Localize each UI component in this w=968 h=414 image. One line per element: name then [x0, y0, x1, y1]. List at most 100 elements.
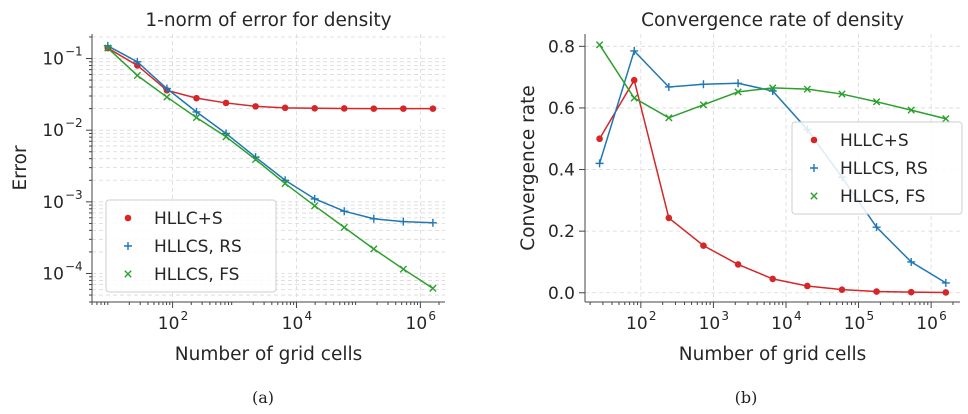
- y-tick-label: 10: [42, 50, 64, 70]
- x-tick-exponent: 2: [649, 309, 657, 323]
- legend-marker-hllc-s: [810, 136, 818, 144]
- data-point-hllcs-fs: [133, 71, 142, 80]
- legend: HLLC+S HLLCS, RS HLLCS, FS: [105, 199, 277, 293]
- data-point-hllcs-rs: [399, 217, 408, 226]
- data-point-hllcs-rs: [872, 223, 881, 232]
- legend-marker-hllcs-fs: [124, 270, 132, 278]
- y-tick-label: 0.0: [548, 284, 575, 304]
- data-point-hllcs-fs: [429, 284, 437, 293]
- x-tick-exponent: 3: [721, 309, 729, 323]
- data-point-hllcs-fs: [699, 101, 708, 109]
- x-tick-label: 10: [626, 314, 648, 334]
- data-point-hllc-s: [838, 286, 846, 293]
- legend-frame: [791, 121, 963, 215]
- data-point-hllc-s: [907, 288, 915, 296]
- data-point-hllc-s: [596, 135, 603, 143]
- data-point-hllcs-fs: [222, 133, 230, 141]
- chart-title: 1-norm of error for density: [145, 10, 391, 31]
- caption-a: (a): [252, 388, 274, 407]
- data-point-hllcs-fs: [665, 114, 673, 122]
- data-point-hllc-s: [281, 104, 289, 112]
- x-tick-label: 10: [282, 314, 304, 334]
- data-point-hllcs-fs: [907, 106, 915, 114]
- x-tick-exponent: 4: [794, 309, 802, 323]
- data-point-hllcs-fs: [281, 179, 289, 188]
- data-point-hllcs-rs: [192, 107, 201, 116]
- data-point-hllcs-fs: [595, 41, 604, 49]
- caption-b: (b): [735, 388, 758, 407]
- data-point-hllc-s: [252, 103, 259, 110]
- y-tick-exponent: −1: [65, 45, 83, 59]
- series-line-hllcs-fs: [107, 47, 434, 289]
- data-point-hllcs-rs: [369, 214, 378, 223]
- data-point-hllc-s: [700, 242, 707, 249]
- data-point-hllcs-fs: [734, 88, 742, 96]
- data-point-hllc-s: [734, 261, 742, 268]
- legend-label-hllcs-rs: HLLCS, RS: [840, 159, 928, 179]
- series-hllc-s: [596, 76, 950, 296]
- data-point-hllc-s: [400, 105, 407, 112]
- data-point-hllcs-rs: [162, 84, 171, 93]
- legend: HLLC+S HLLCS, RS HLLCS, FS: [791, 121, 963, 215]
- data-point-hllcs-fs: [630, 94, 638, 102]
- legend-label-hllcs-rs: HLLCS, RS: [154, 237, 242, 257]
- y-tick-exponent: −3: [65, 188, 83, 202]
- data-point-hllc-s: [429, 105, 437, 112]
- data-point-hllcs-rs: [428, 218, 437, 227]
- data-point-hllc-s: [942, 289, 950, 296]
- data-point-hllcs-fs: [803, 85, 812, 93]
- data-point-hllc-s: [665, 214, 673, 222]
- x-tick-exponent: 6: [939, 309, 947, 323]
- series-line-hllcs-rs: [107, 45, 433, 224]
- data-point-hllc-s: [193, 94, 200, 102]
- y-tick-label: 10: [42, 264, 64, 284]
- y-tick-label: 10: [42, 121, 64, 141]
- x-tick-label: 10: [844, 314, 866, 334]
- x-tick-label: 10: [406, 314, 428, 334]
- data-point-hllcs-fs: [942, 115, 950, 123]
- chart-error-norm: 10 2 10 4 10 610 −410 −310 −210 −11-norm of error…: [10, 10, 445, 365]
- series-hllcs-fs: [104, 44, 437, 293]
- y-axis-label: Convergence rate: [518, 85, 539, 250]
- data-point-hllcs-fs: [104, 44, 112, 52]
- y-tick-label: 10: [42, 193, 64, 213]
- x-tick-label: 10: [916, 314, 938, 334]
- data-point-hllcs-rs: [907, 257, 916, 266]
- series-hllc-s: [104, 44, 437, 112]
- data-point-hllcs-rs: [664, 82, 673, 91]
- data-point-hllc-s: [804, 282, 811, 290]
- data-point-hllc-s: [769, 275, 777, 283]
- data-point-hllcs-fs: [340, 223, 348, 232]
- y-tick-label: 0.4: [548, 161, 575, 181]
- data-point-hllcs-rs: [133, 57, 142, 66]
- data-point-hllcs-fs: [163, 93, 171, 101]
- y-tick-exponent: −4: [65, 259, 83, 273]
- data-point-hllcs-rs: [310, 194, 319, 203]
- legend-frame: [105, 199, 277, 293]
- legend-marker-hllcs-fs: [810, 192, 818, 200]
- data-point-hllcs-rs: [941, 278, 950, 287]
- data-point-hllcs-rs: [734, 79, 743, 88]
- y-tick-label: 0.6: [548, 99, 575, 119]
- legend-marker-hllc-s: [124, 214, 132, 222]
- data-point-hllc-s: [340, 105, 348, 112]
- x-tick-label: 10: [699, 314, 721, 334]
- y-tick-label: 0.8: [548, 37, 575, 57]
- legend-marker-hllcs-rs: [124, 242, 132, 250]
- data-point-hllcs-fs: [838, 90, 846, 98]
- data-point-hllcs-fs: [251, 155, 260, 164]
- data-point-hllc-s: [311, 105, 318, 112]
- x-axis-label: Number of grid cells: [679, 344, 867, 365]
- legend-marker-hllcs-rs: [810, 164, 818, 172]
- data-point-hllc-s: [630, 76, 638, 84]
- x-tick-exponent: 2: [181, 309, 189, 323]
- y-tick-label: 0.2: [548, 222, 575, 242]
- data-point-hllcs-rs: [340, 207, 349, 216]
- data-point-hllc-s: [873, 288, 880, 295]
- legend-label-hllc-s: HLLC+S: [840, 131, 909, 151]
- chart-title: Convergence rate of density: [641, 10, 904, 31]
- data-point-hllcs-rs: [699, 80, 708, 89]
- series-line-hllc-s: [107, 47, 433, 110]
- legend-label-hllcs-fs: HLLCS, FS: [154, 265, 239, 285]
